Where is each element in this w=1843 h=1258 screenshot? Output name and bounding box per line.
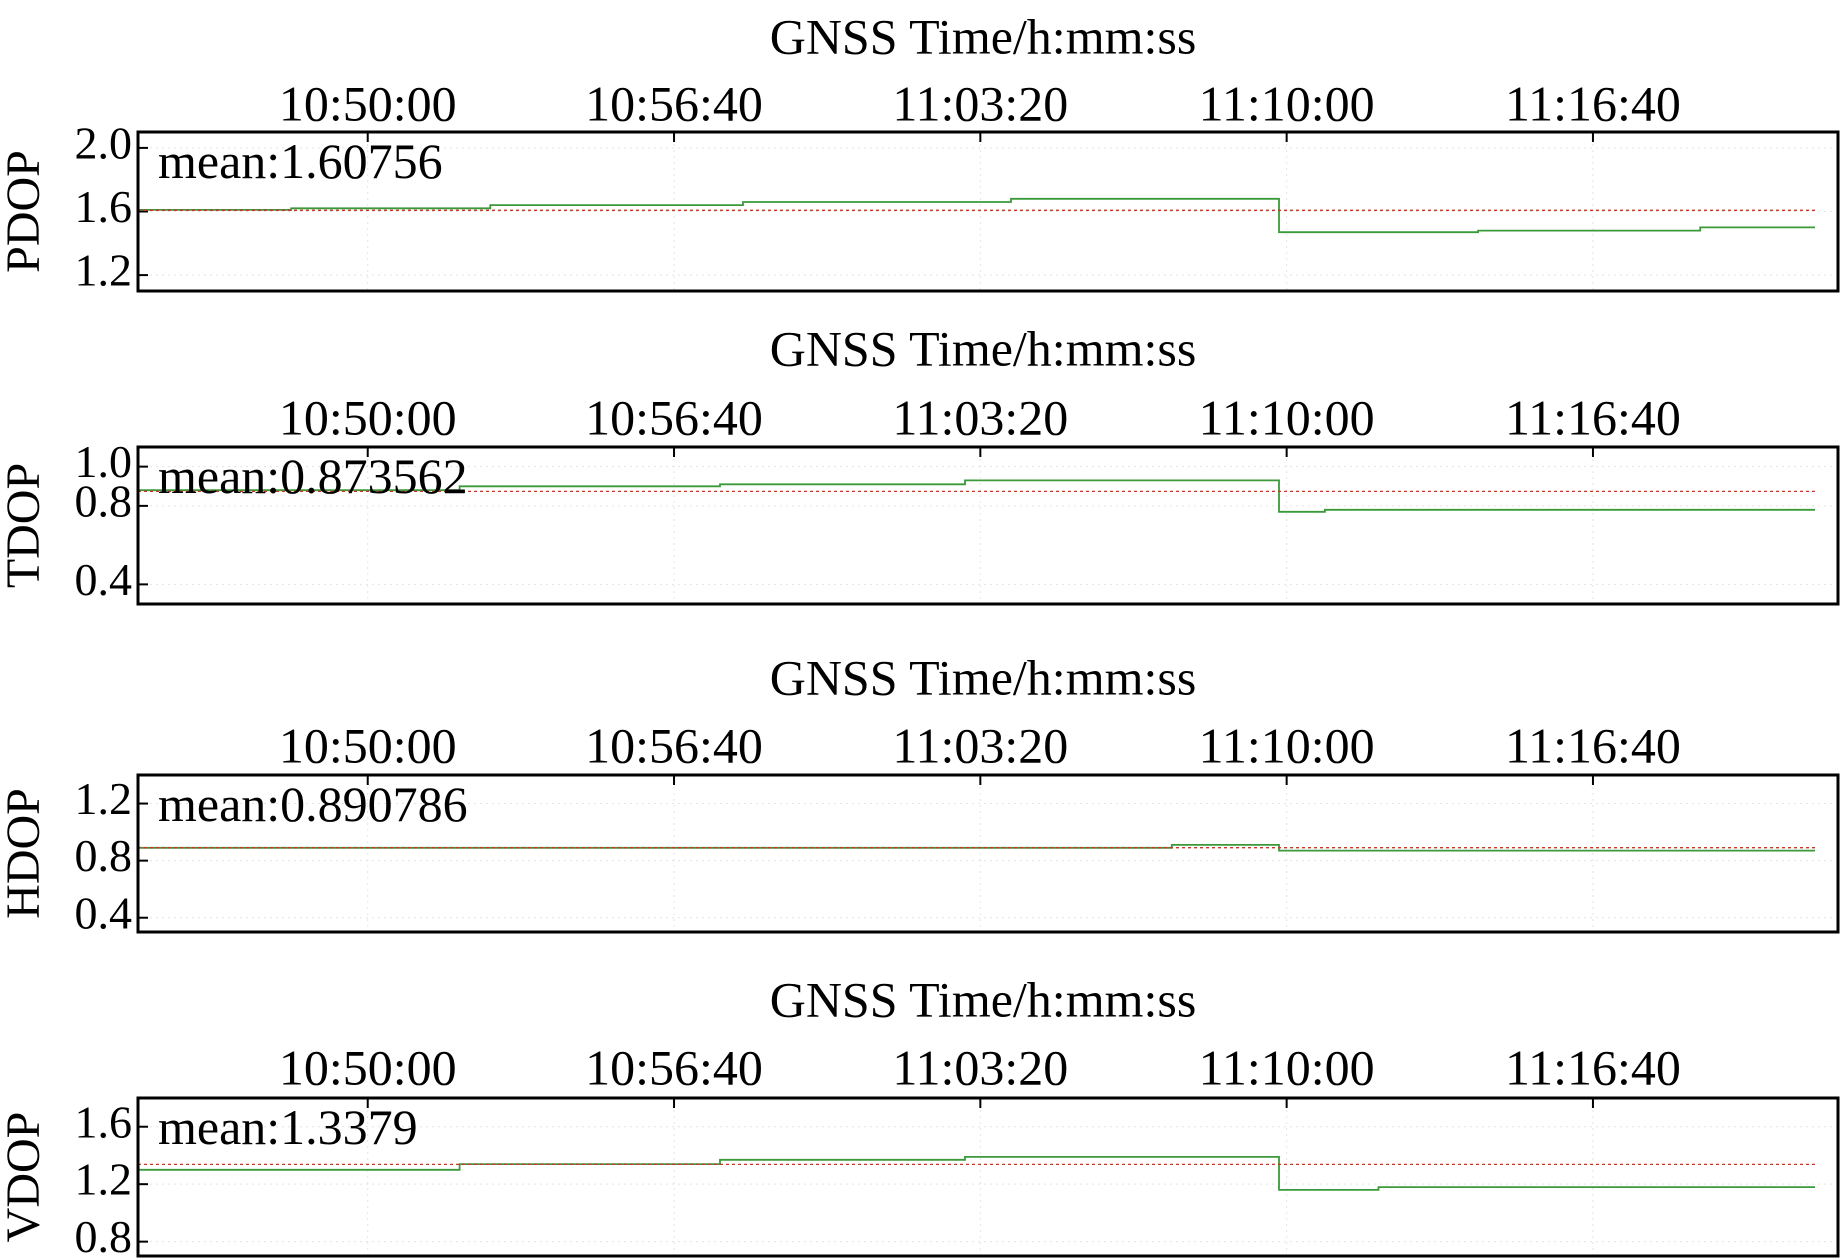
- panel-1-frame: [136, 445, 1840, 606]
- panel-0-xtick-label-3: 11:10:00: [1199, 75, 1375, 131]
- panel-0-ytick-label-0: 1.2: [75, 245, 133, 296]
- panel-1-ylabel: TDOP: [0, 463, 50, 588]
- panel-2-ytick-label-2: 1.2: [75, 773, 133, 824]
- panel-0-frame: [136, 130, 1840, 293]
- panel-2-xtick-label-1: 10:56:40: [585, 717, 763, 773]
- panel-0-xtick-label-4: 11:16:40: [1505, 75, 1681, 131]
- panel-3-xtick-label-1: 10:56:40: [585, 1039, 763, 1095]
- panel-3-ytick-label-0: 0.8: [75, 1211, 133, 1258]
- panel-0-xtick-label-1: 10:56:40: [585, 75, 763, 131]
- panel-0-mean-label: mean:1.60756: [158, 133, 443, 189]
- panel-1-xtick-label-0: 10:50:00: [279, 389, 457, 445]
- panel-2-xtick-label-2: 11:03:20: [892, 717, 1068, 773]
- panel-2-ytick-label-1: 0.8: [75, 830, 133, 881]
- panel-3-xtick-label-0: 10:50:00: [279, 1039, 457, 1095]
- panel-1-xlabel: GNSS Time/h:mm:ss: [770, 320, 1197, 376]
- panel-0-ytick-label-1: 1.6: [75, 181, 133, 232]
- panel-0-ylabel: PDOP: [0, 150, 50, 273]
- panel-3-ytick-label-2: 1.6: [75, 1096, 133, 1147]
- panel-2-xtick-label-3: 11:10:00: [1199, 717, 1375, 773]
- panel-1-ytick-label-0: 0.4: [75, 554, 133, 605]
- panel-3-frame: [136, 1096, 1840, 1258]
- panel-3-xlabel: GNSS Time/h:mm:ss: [770, 971, 1197, 1027]
- panel-2-frame: [136, 773, 1840, 934]
- panel-1-ytick-label-2: 1.0: [75, 436, 133, 487]
- panel-1-xtick-label-2: 11:03:20: [892, 389, 1068, 445]
- panel-1-mean-label: mean:0.873562: [158, 448, 468, 504]
- panel-3-ylabel: VDOP: [0, 1112, 50, 1243]
- panel-0-series-0: [138, 197, 1815, 234]
- panel-2-series-0: [138, 844, 1815, 852]
- panel-0-xtick-label-0: 10:50:00: [279, 75, 457, 131]
- panel-2-ylabel: HDOP: [0, 788, 50, 919]
- panel-0-ytick-label-2: 2.0: [75, 117, 133, 168]
- panel-3-series-0: [138, 1156, 1815, 1191]
- panel-1-ytick-label-1: 0.8: [75, 475, 133, 526]
- panel-3-mean-label: mean:1.3379: [158, 1099, 418, 1155]
- panel-2-mean-label: mean:0.890786: [158, 776, 468, 832]
- panel-0-xtick-label-2: 11:03:20: [892, 75, 1068, 131]
- panel-2-xlabel: GNSS Time/h:mm:ss: [770, 649, 1197, 705]
- panel-2-ytick-label-0: 0.4: [75, 887, 133, 938]
- panel-1-xtick-label-1: 10:56:40: [585, 389, 763, 445]
- panel-1-xtick-label-3: 11:10:00: [1199, 389, 1375, 445]
- panel-1-series-0: [138, 479, 1815, 513]
- panel-2-xtick-label-0: 10:50:00: [279, 717, 457, 773]
- panel-3-xtick-label-3: 11:10:00: [1199, 1039, 1375, 1095]
- panel-2-xtick-label-4: 11:16:40: [1505, 717, 1681, 773]
- panel-3-xtick-label-4: 11:16:40: [1505, 1039, 1681, 1095]
- panel-0-xlabel: GNSS Time/h:mm:ss: [770, 8, 1197, 64]
- panel-3-ytick-label-1: 1.2: [75, 1154, 133, 1205]
- panel-3-xtick-label-2: 11:03:20: [892, 1039, 1068, 1095]
- panel-1-xtick-label-4: 11:16:40: [1505, 389, 1681, 445]
